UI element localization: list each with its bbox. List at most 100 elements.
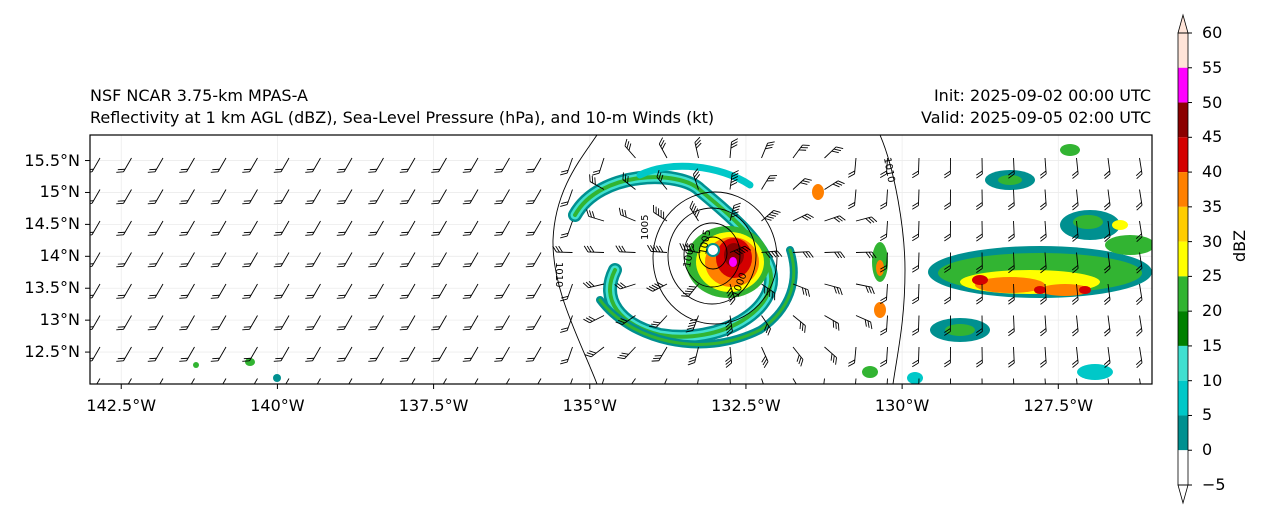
wind-barb [1135,189,1143,211]
wind-barb [761,283,776,301]
wind-barb [583,315,605,324]
wind-barb [116,220,132,236]
colorbar-swatch [1178,172,1188,207]
wind-barb [917,378,920,384]
wind-barb [761,210,781,222]
wind-barb [729,245,752,256]
wind-barb [217,378,227,384]
wind-barb [336,220,353,236]
wind-barb [582,281,605,289]
wind-barb [116,189,132,205]
wind-barb [368,189,384,205]
wind-barb [656,170,668,190]
wind-barb [431,189,447,205]
colorbar-tick-label: −5 [1202,475,1226,494]
wind-barb [210,283,227,299]
wind-barb [242,220,258,236]
wind-barb [792,315,806,333]
wind-barb [343,378,353,384]
colorbar-swatch [1178,241,1188,277]
wind-barb [824,283,843,296]
wind-barb [525,346,542,362]
wind-barb [560,220,573,239]
wind-barb [1135,157,1143,180]
wind-barb [1039,220,1047,242]
title-valid: Valid: 2025-09-05 02:00 UTC [920,108,1151,127]
wind-barb [886,378,888,384]
wind-barb [824,180,845,190]
wind-barb [586,209,605,222]
wind-barb [273,220,290,236]
wind-barb [649,315,668,328]
wind-barb [679,243,699,253]
wind-barb [1039,252,1047,274]
wind-barb [1135,315,1143,337]
colorbar-swatch [1178,311,1188,346]
wind-barb [525,315,542,331]
wind-barb [560,189,573,207]
wind-barb [147,346,164,362]
wind-barb [1071,283,1079,305]
wind-barb [824,315,840,331]
wind-barb [695,378,699,384]
wind-barb [685,315,699,333]
wind-barb [242,315,258,331]
wind-barb [761,346,769,368]
wind-barb [647,244,668,253]
wind-barb [90,315,101,331]
contour-label: 1005 [698,229,713,256]
wind-barb [249,378,258,384]
wind-barb [305,157,321,173]
wind-barb [305,315,321,331]
wind-barb [1103,283,1111,305]
lon-tick-label: 130°W [874,396,930,415]
wind-barb [1103,189,1111,211]
wind-barb [1103,252,1111,274]
wind-barb [622,172,636,190]
colorbar-tick-label: 30 [1202,231,1223,251]
lat-tick-label: 14.5°N [24,214,80,234]
colorbar-tick-label: 35 [1202,196,1223,216]
wind-barb [560,315,573,333]
wind-barb [399,315,416,331]
wind-barb [824,346,837,365]
colorbar-max-arrow [1177,13,1189,34]
wind-barb [912,220,920,242]
wind-barb [976,283,983,305]
wind-barb [855,251,877,259]
lon-tick-label: 137.5°W [398,396,469,415]
wind-barb [462,283,479,299]
wind-barb [976,315,983,336]
wind-barb [431,283,447,299]
wind-barb [1135,283,1143,306]
wind-barb [1008,283,1015,305]
wind-barb [494,157,510,173]
title-init: Init: 2025-09-02 00:00 UTC [933,86,1151,105]
lon-tick-label: 135°W [562,396,617,415]
colorbar-swatch [1178,276,1188,312]
wind-barb [90,346,101,362]
colorbar-tick-label: 50 [1202,92,1223,112]
colorbar-min-arrow [1177,484,1189,505]
wind-barb [724,315,733,337]
wind-barb [147,157,164,173]
wind-barb [981,378,983,384]
lat-tick-label: 14°N [39,246,80,266]
colorbar-swatch [1178,345,1188,381]
wind-barb [1071,220,1079,242]
wind-barb [617,346,636,360]
wind-barb [912,346,920,368]
wind-barb [90,220,101,236]
wind-barb [880,252,888,273]
wind-barb [1008,220,1015,242]
colorbar-swatch [1178,137,1188,173]
colorbar [1177,13,1192,505]
wind-barb [598,378,605,384]
wind-barb [368,283,384,299]
lat-tick-label: 13°N [39,310,80,330]
wind-barb [1008,346,1015,368]
lat-tick-label: 12.5°N [24,342,80,362]
wind-barb [494,315,510,331]
wind-barb [273,346,290,362]
wind-barb [1103,157,1111,179]
